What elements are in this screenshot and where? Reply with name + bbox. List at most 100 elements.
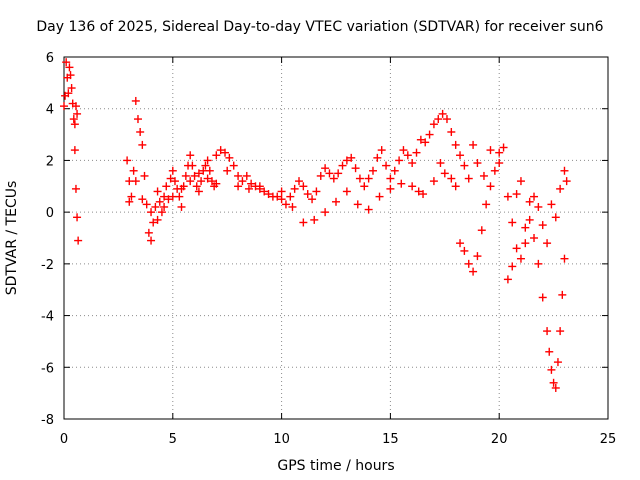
data-point <box>382 161 391 170</box>
data-point <box>525 197 534 206</box>
data-point <box>375 192 384 201</box>
data-point <box>60 102 68 111</box>
data-point <box>456 151 465 160</box>
x-axis-label: GPS time / hours <box>277 458 394 474</box>
x-tick-label: 10 <box>273 432 290 447</box>
data-point <box>440 169 449 178</box>
data-point <box>131 96 140 105</box>
data-point <box>355 174 364 183</box>
data-point <box>486 146 495 155</box>
data-point <box>142 200 151 209</box>
data-point <box>149 218 158 227</box>
data-point <box>516 254 525 263</box>
data-point <box>495 159 504 168</box>
data-point <box>516 177 525 186</box>
data-point <box>395 156 404 165</box>
data-point <box>508 218 517 227</box>
data-point <box>244 184 253 193</box>
data-point <box>70 146 79 155</box>
data-point <box>456 239 465 248</box>
data-point <box>125 197 134 206</box>
data-point <box>473 159 482 168</box>
data-point <box>194 187 203 196</box>
data-point <box>310 215 319 224</box>
data-point <box>562 177 571 186</box>
data-point <box>153 187 162 196</box>
data-point <box>277 187 286 196</box>
data-point <box>353 200 362 209</box>
data-point <box>412 148 421 157</box>
data-point <box>551 383 560 392</box>
data-point <box>147 236 156 245</box>
data-point <box>512 190 521 199</box>
data-point <box>543 239 552 248</box>
y-tick-label: 4 <box>46 103 54 118</box>
data-point <box>201 161 210 170</box>
data-point <box>123 156 132 165</box>
data-point <box>303 190 312 199</box>
y-tick-label: -8 <box>41 413 54 428</box>
data-point <box>464 259 473 268</box>
data-point <box>347 153 356 162</box>
data-point <box>469 140 478 149</box>
data-point <box>164 195 173 204</box>
data-point <box>273 192 282 201</box>
data-point <box>334 169 343 178</box>
data-point <box>499 143 508 152</box>
data-point <box>290 184 299 193</box>
x-tick-label: 20 <box>491 432 508 447</box>
data-point <box>447 127 456 136</box>
data-point <box>203 156 212 165</box>
data-point <box>414 187 423 196</box>
data-point <box>223 166 232 175</box>
y-axis-label: SDTVAR / TECUs <box>4 181 20 296</box>
x-tick-label: 0 <box>60 432 68 447</box>
data-point <box>329 174 338 183</box>
data-point <box>534 202 543 211</box>
data-point <box>530 234 539 242</box>
data-point <box>133 115 142 124</box>
data-point <box>316 171 325 180</box>
data-point <box>65 63 74 72</box>
data-point <box>299 218 308 227</box>
data-point <box>460 161 469 170</box>
data-point <box>503 192 512 201</box>
data-point <box>442 115 451 124</box>
data-point <box>308 195 317 204</box>
data-point <box>503 275 512 284</box>
y-tick-label: 0 <box>46 206 54 221</box>
data-point <box>71 184 80 193</box>
data-point <box>460 246 469 255</box>
data-point <box>186 177 195 186</box>
data-point <box>288 202 297 211</box>
y-tick-label: 2 <box>46 154 54 169</box>
axis-ticks: 0 5 10 15 20 25 -8 -6 -4 -2 0 2 4 6 <box>41 51 616 447</box>
data-point <box>136 127 145 136</box>
data-point <box>229 161 238 170</box>
data-point <box>421 138 430 147</box>
data-point <box>216 146 225 155</box>
data-point <box>225 153 234 162</box>
data-point <box>71 102 80 111</box>
data-point <box>360 182 369 191</box>
data-point <box>560 254 569 263</box>
data-point <box>188 161 197 170</box>
data-point <box>558 290 567 299</box>
data-point <box>325 169 334 178</box>
data-point <box>155 197 164 206</box>
data-point <box>419 190 428 199</box>
data-point <box>436 159 445 168</box>
data-point <box>525 215 534 224</box>
data-point <box>469 267 478 276</box>
data-point <box>553 358 562 367</box>
data-point <box>62 58 71 67</box>
data-point <box>477 226 486 235</box>
data-point <box>386 174 395 183</box>
data-point <box>192 182 201 191</box>
data-point <box>508 262 517 271</box>
data-point <box>160 202 169 211</box>
data-point <box>547 365 556 374</box>
data-point <box>144 228 153 237</box>
data-point <box>551 213 560 222</box>
data-point <box>151 202 160 211</box>
